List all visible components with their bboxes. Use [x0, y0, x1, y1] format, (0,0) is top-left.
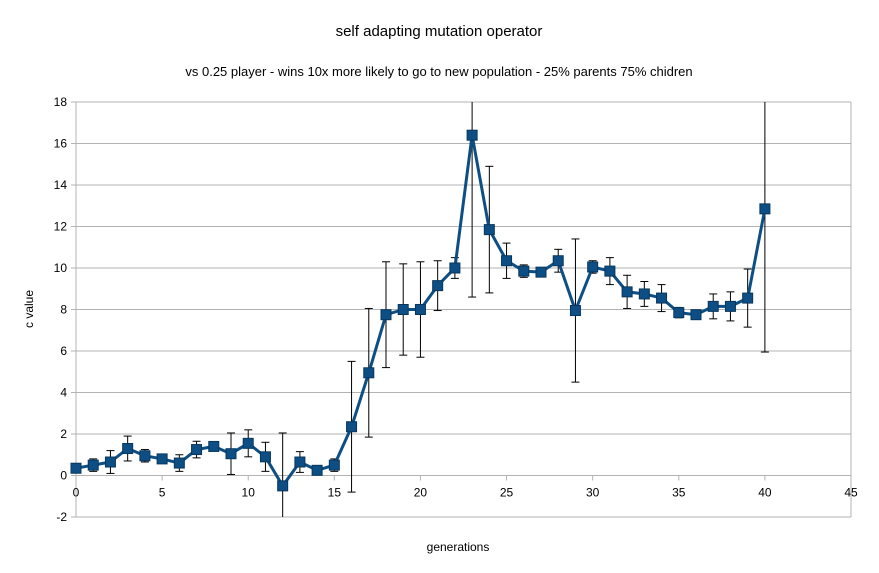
data-point — [259, 451, 271, 463]
data-point — [122, 443, 134, 455]
data-point — [707, 300, 719, 312]
x-tick-label: 25 — [500, 486, 514, 500]
y-tick-label: 8 — [60, 303, 67, 317]
tick-labels: -2 0 2 4 6 8 10 12 14 16 18 0 5 10 15 20 25 30 35 40 45 — [54, 95, 858, 524]
x-tick-label: 35 — [672, 486, 686, 500]
x-tick-label: 30 — [586, 486, 600, 500]
data-point — [191, 444, 203, 456]
axes — [71, 101, 852, 518]
data-point — [535, 266, 547, 278]
data-point — [673, 307, 685, 319]
y-tick-label: 12 — [54, 220, 68, 234]
data-point — [742, 292, 754, 304]
data-point — [346, 421, 358, 433]
data-point — [294, 456, 306, 468]
data-point — [587, 261, 599, 273]
data-point — [328, 459, 340, 471]
data-point — [380, 309, 392, 321]
data-point — [483, 224, 495, 236]
x-tick-label: 10 — [242, 486, 256, 500]
data-point — [225, 448, 237, 460]
data-point — [501, 255, 513, 267]
x-tick-label: 20 — [414, 486, 428, 500]
x-tick-label: 15 — [328, 486, 342, 500]
y-tick-label: 0 — [60, 469, 67, 483]
data-point — [311, 464, 323, 476]
data-point — [208, 440, 220, 452]
y-tick-label: 16 — [54, 137, 68, 151]
data-point — [466, 129, 478, 141]
data-point — [414, 304, 426, 315]
data-point — [518, 265, 530, 277]
data-point — [724, 300, 736, 312]
data-point — [242, 437, 254, 449]
y-tick-label: 4 — [60, 386, 67, 400]
data-point — [363, 367, 375, 379]
x-tick-label: 40 — [758, 486, 772, 500]
gridlines — [76, 101, 851, 518]
data-point — [277, 480, 289, 492]
y-axis-label: c value — [22, 290, 36, 328]
data-point — [656, 292, 668, 304]
data-point — [173, 457, 185, 469]
chart-subtitle: vs 0.25 player - wins 10x more likely to… — [185, 64, 692, 79]
y-tick-label: 6 — [60, 344, 67, 358]
data-point — [104, 456, 116, 468]
y-tick-label: 18 — [54, 95, 68, 109]
data-point — [449, 262, 461, 274]
y-tick-label: 10 — [54, 261, 68, 275]
data-point — [569, 305, 581, 317]
data-point — [70, 462, 82, 474]
y-tick-label: 2 — [60, 427, 67, 441]
y-tick-label: -2 — [56, 510, 67, 524]
chart-title: self adapting mutation operator — [336, 23, 543, 40]
data-points — [70, 129, 771, 492]
data-point — [604, 265, 616, 277]
data-point — [139, 450, 151, 462]
data-point — [759, 203, 771, 215]
x-axis-label: generations — [427, 540, 490, 554]
data-point — [397, 304, 409, 315]
data-point — [432, 280, 444, 292]
data-point — [638, 288, 650, 300]
data-point — [552, 255, 564, 267]
data-point — [87, 459, 99, 471]
x-tick-label: 0 — [73, 486, 80, 500]
data-point — [156, 453, 168, 465]
x-tick-label: 5 — [159, 486, 166, 500]
y-tick-label: 14 — [54, 178, 68, 192]
data-point — [690, 309, 702, 321]
x-tick-label: 45 — [844, 486, 858, 500]
data-point — [621, 286, 633, 298]
